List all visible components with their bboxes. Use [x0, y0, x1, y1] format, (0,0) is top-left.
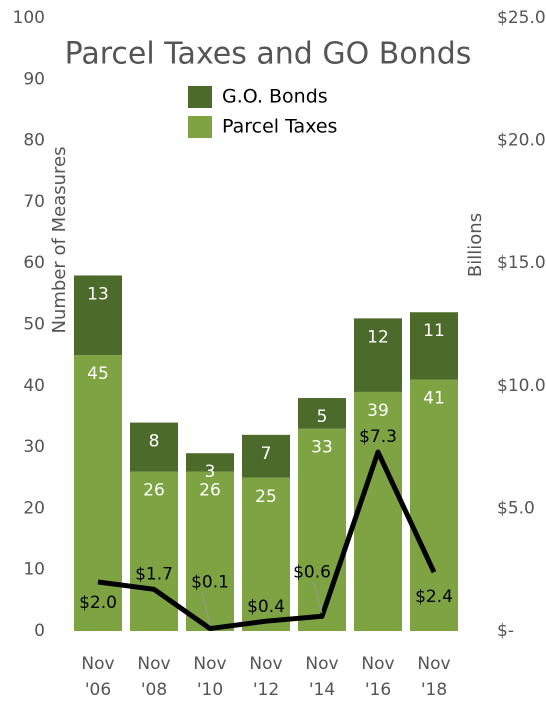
bar-value-label: 26	[199, 481, 221, 501]
bar-segment	[130, 422, 178, 472]
line-value-label: $0.6	[293, 562, 331, 582]
bar-segment	[354, 391, 402, 631]
bar-segment	[354, 318, 402, 392]
leader-line	[313, 582, 323, 614]
y2-tick-label: $20.0	[497, 131, 546, 151]
line-value-label: $7.3	[359, 427, 397, 447]
line-value-label: $2.0	[79, 593, 117, 613]
bar-value-label: 25	[255, 487, 277, 507]
bar-value-label: 39	[367, 401, 389, 421]
bar-value-label: 11	[423, 321, 445, 341]
y-tick-label: 20	[23, 498, 45, 518]
bar-segment	[74, 275, 122, 356]
y-tick-label: 10	[23, 560, 45, 580]
y2-tick-label: $5.0	[497, 498, 535, 518]
bar-segment	[74, 355, 122, 631]
bar-value-label: 33	[311, 438, 333, 458]
legend-label: G.O. Bonds	[222, 86, 328, 108]
bar-value-label: 13	[87, 284, 109, 304]
legend-swatch	[188, 116, 212, 138]
y-tick-label: 80	[23, 131, 45, 151]
line-value-label: $2.4	[415, 587, 453, 607]
bar-value-label: 5	[317, 407, 328, 427]
bar-value-label: 3	[205, 462, 216, 482]
bar-value-label: 41	[423, 389, 445, 409]
bar-segment	[410, 312, 458, 380]
x-tick-label: Nov '06	[81, 654, 115, 700]
bar-value-label: 12	[367, 327, 389, 347]
y2-tick-label: $10.0	[497, 376, 546, 396]
y-tick-label: 30	[23, 437, 45, 457]
y-tick-label: 90	[23, 69, 45, 89]
bar-value-label: 26	[143, 481, 165, 501]
bar-segment	[298, 428, 346, 631]
x-tick-label: Nov '12	[249, 654, 283, 700]
y-tick-label: 50	[23, 315, 45, 335]
line-value-label: $0.1	[191, 573, 229, 593]
line-value-label: $1.7	[135, 564, 173, 584]
legend-swatch	[188, 86, 212, 108]
x-tick-label: Nov '18	[417, 654, 451, 700]
bar-value-label: 8	[149, 432, 160, 452]
bar-segment	[298, 398, 346, 429]
y2-tick-label: $-	[497, 621, 514, 641]
legend-label: Parcel Taxes	[222, 116, 337, 138]
y2-axis-title: Billions	[465, 213, 486, 277]
bar-value-label: 7	[261, 444, 272, 464]
line	[97, 449, 437, 632]
y-axis-title: Number of Measures	[49, 147, 70, 334]
y2-tick-label: $15.0	[497, 253, 546, 273]
x-tick-label: Nov '14	[305, 654, 339, 700]
y-tick-label: 60	[23, 253, 45, 273]
y-tick-label: 70	[23, 192, 45, 212]
leader-line	[201, 592, 211, 626]
y-tick-label: 40	[23, 376, 45, 396]
bar-value-label: 45	[87, 364, 109, 384]
bar-segment	[242, 477, 290, 631]
line-value-label: $0.4	[247, 597, 285, 617]
y-tick-label: 0	[34, 621, 45, 641]
x-tick-label: Nov '10	[193, 654, 227, 700]
chart-title: Parcel Taxes and GO Bonds	[65, 37, 472, 72]
y-tick-label: 100	[13, 8, 45, 28]
x-tick-label: Nov '16	[361, 654, 395, 700]
bar-segment	[242, 434, 290, 478]
bar-segment	[130, 471, 178, 631]
bar-segment	[186, 453, 234, 472]
x-tick-label: Nov '08	[137, 654, 171, 700]
y2-tick-label: $25.0	[497, 8, 546, 28]
bar-segment	[186, 471, 234, 631]
bar-segment	[410, 379, 458, 631]
